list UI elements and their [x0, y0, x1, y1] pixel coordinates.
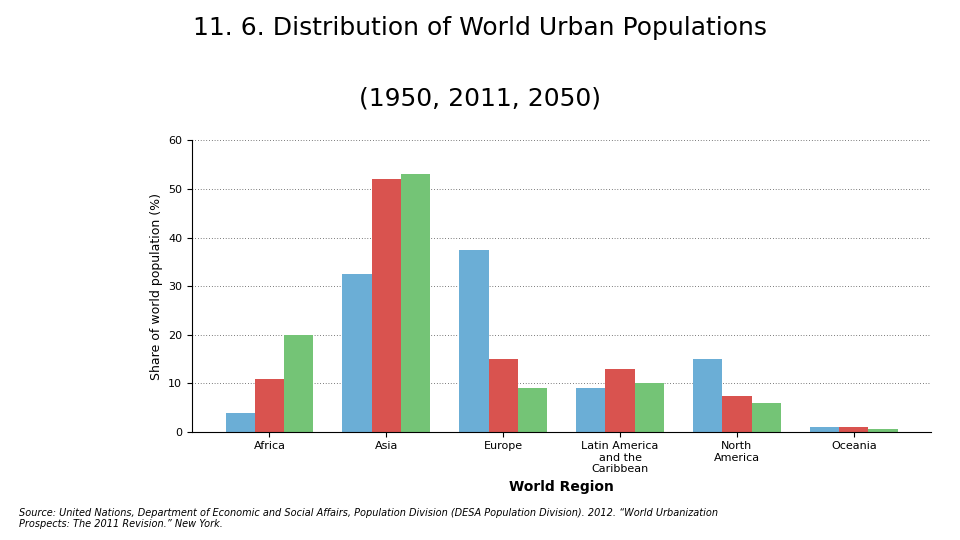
X-axis label: World Region: World Region	[509, 480, 614, 494]
Bar	[489, 359, 517, 432]
Y-axis label: Share of world population (%): Share of world population (%)	[150, 193, 162, 380]
Bar	[635, 383, 664, 432]
Text: Source: United Nations, Department of Economic and Social Affairs, Population Di: Source: United Nations, Department of Ec…	[19, 508, 718, 529]
Bar	[343, 274, 372, 432]
Bar	[372, 179, 401, 432]
Bar	[401, 174, 430, 432]
Bar	[810, 427, 839, 432]
Bar	[839, 427, 869, 432]
Text: 11. 6. Distribution of World Urban Populations: 11. 6. Distribution of World Urban Popul…	[193, 16, 767, 40]
Text: (1950, 2011, 2050): (1950, 2011, 2050)	[359, 86, 601, 110]
Bar	[752, 403, 780, 432]
Bar	[459, 249, 489, 432]
Bar	[722, 395, 752, 432]
Bar	[284, 335, 313, 432]
Bar	[576, 388, 606, 432]
Bar	[254, 379, 284, 432]
Bar	[869, 429, 898, 432]
Bar	[693, 359, 722, 432]
Bar	[606, 369, 635, 432]
Bar	[517, 388, 547, 432]
Bar	[226, 413, 254, 432]
